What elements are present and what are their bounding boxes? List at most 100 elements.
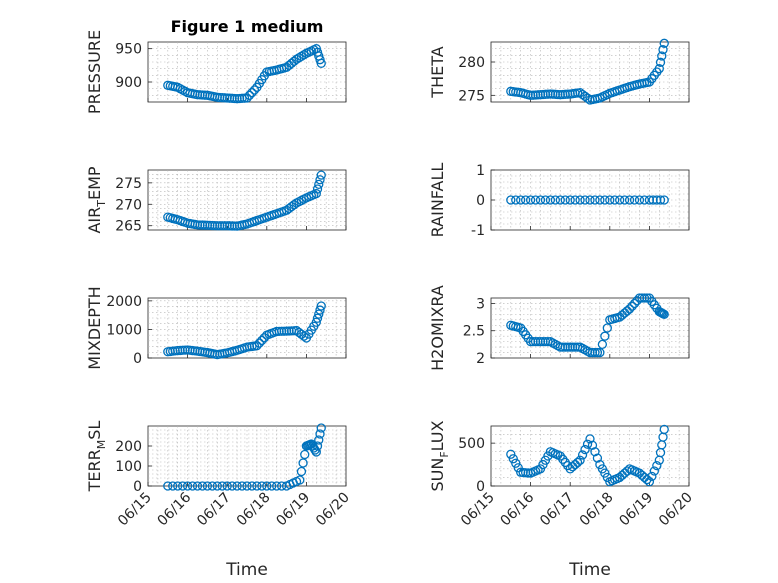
data-point [291, 54, 302, 64]
data-point-interp [314, 179, 324, 190]
data-point [316, 301, 326, 311]
data-point-interp [570, 195, 580, 205]
y-tick-label: 0 [476, 193, 485, 209]
data-point-interp [580, 444, 590, 455]
data-point-interp [212, 481, 222, 491]
data-point [295, 475, 305, 485]
data-point [545, 195, 556, 205]
y-axis-label: MIXDEPTH [85, 286, 104, 369]
data-point-interp [582, 439, 593, 449]
x-tick-label: 06/15 [458, 490, 498, 530]
data-point [659, 38, 669, 48]
data-point [506, 449, 516, 459]
data-point [316, 58, 326, 68]
data-point-interp [521, 195, 531, 205]
x-axis-label: Time [568, 560, 611, 580]
y-axis-label: PRESSURE [85, 30, 104, 114]
data-point-interp [590, 195, 600, 205]
data-point-interp [237, 481, 247, 491]
x-tick-label: 06/17 [537, 490, 577, 530]
data-point-interp [298, 458, 308, 468]
x-tick-label: 06/19 [273, 490, 313, 530]
data-point [624, 304, 635, 314]
data-point [262, 481, 272, 491]
data-point-interp [508, 454, 518, 464]
data-point-interp [294, 53, 304, 63]
data-point-interp [655, 57, 666, 67]
x-tick-label: 06/18 [577, 490, 617, 530]
data-point-interp [513, 463, 523, 473]
data-point-interp [587, 440, 598, 450]
data-point [659, 309, 669, 320]
x-axis-label: Time [225, 560, 268, 580]
data-point-interp [592, 453, 603, 463]
data-point-interp [540, 195, 551, 205]
y-axis-label: TERRMSL [85, 421, 108, 493]
data-point-interp [232, 481, 242, 491]
data-point [654, 64, 664, 74]
y-tick-label: 900 [115, 75, 142, 91]
data-point [605, 195, 615, 205]
data-point [311, 317, 321, 327]
data-point-interp [267, 481, 277, 491]
data-point [316, 170, 326, 180]
x-tick-label: 06/18 [234, 490, 274, 530]
data-point-interp [629, 298, 640, 309]
x-tick-label: 06/15 [115, 490, 155, 530]
data-point [565, 195, 575, 205]
data-point-interp [173, 481, 183, 491]
data-point-interp [600, 195, 610, 205]
data-point [182, 481, 193, 491]
data-point-interp [249, 85, 260, 95]
data-point-interp [555, 195, 565, 205]
y-tick-label: 280 [458, 55, 485, 71]
data-point [311, 447, 321, 457]
data-point [659, 424, 669, 435]
data-point [595, 347, 605, 358]
data-point [575, 455, 585, 465]
y-axis-label: THETA [428, 46, 447, 98]
data-point-interp [620, 195, 630, 205]
data-point-interp [296, 51, 307, 61]
data-point-interp [300, 449, 310, 460]
data-point [624, 195, 635, 205]
data-point-interp [658, 45, 668, 55]
data-point [242, 93, 252, 103]
x-tick-label: 06/20 [656, 490, 696, 530]
panel-terr: 0 100 200 06/15 06/16 06/17 06/18 06/19 06/20 TER… [85, 421, 353, 580]
panel-sun: 0 500 06/15 06/16 06/17 06/18 06/19 06/20 SUNFLU… [428, 420, 696, 580]
data-point-interp [511, 458, 521, 468]
data-point-interp [634, 195, 645, 205]
data-point [659, 195, 669, 205]
data-point-interp [315, 429, 325, 439]
data-point [311, 188, 321, 199]
data-point-interp [299, 50, 309, 60]
data-point-interp [639, 293, 650, 303]
x-tick-label: 06/16 [498, 489, 538, 529]
y-tick-label: 2000 [106, 294, 142, 310]
data-point-interp [629, 195, 640, 205]
data-point [585, 434, 595, 444]
y-tick-label: -1 [471, 223, 485, 239]
data-point [316, 423, 326, 433]
data-point-interp [535, 195, 546, 205]
y-tick-label: 1 [476, 163, 485, 179]
data-point-interp [610, 195, 620, 205]
data-point-interp [511, 195, 521, 205]
data-point-interp [655, 195, 666, 205]
data-point-interp [299, 331, 309, 341]
data-point [585, 195, 595, 205]
data-point-interp [639, 195, 650, 205]
data-point-interp [602, 323, 612, 333]
data-point [202, 481, 213, 491]
data-point-interp [257, 481, 267, 491]
data-point-interp [177, 481, 188, 491]
data-point-interp [257, 335, 267, 346]
data-point [644, 477, 655, 487]
y-tick-label: 3 [476, 296, 485, 312]
y-axis-label: H2OMIXRA [428, 285, 447, 371]
y-axis-label: AIRTEMP [85, 166, 108, 233]
data-point-interp [254, 338, 265, 348]
y-tick-label: 275 [115, 176, 142, 192]
data-point-interp [312, 184, 323, 194]
